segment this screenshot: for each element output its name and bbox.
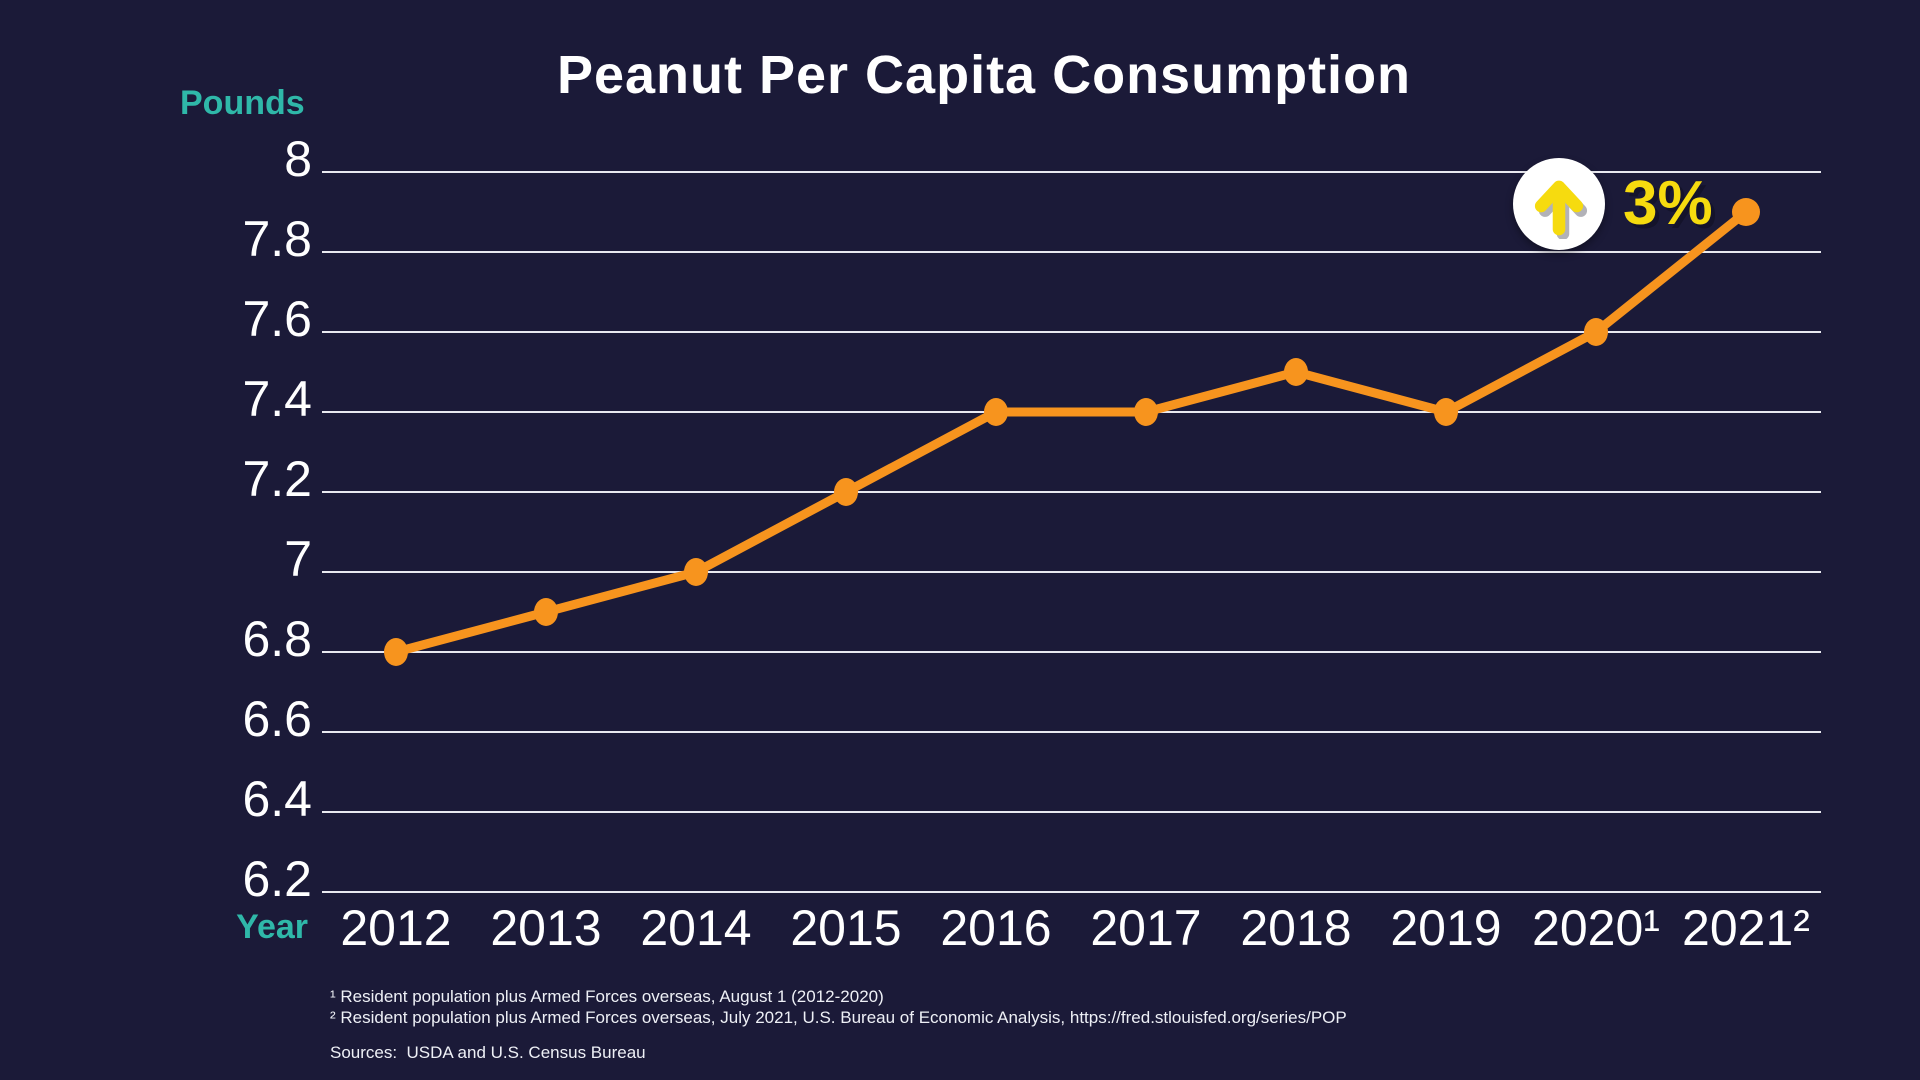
x-tick-label: 2018: [1240, 900, 1351, 956]
y-tick-label: 6.2: [242, 851, 312, 907]
data-point: [1134, 398, 1158, 426]
data-point: [684, 558, 708, 586]
x-tick-label: 2015: [790, 900, 901, 956]
y-tick-label: 7.6: [242, 291, 312, 347]
x-tick-label: 2012: [340, 900, 451, 956]
y-tick-label: 6.6: [242, 691, 312, 747]
x-tick-label: 2016: [940, 900, 1051, 956]
x-tick-label: 2019: [1390, 900, 1501, 956]
y-tick-label: 6.8: [242, 611, 312, 667]
footnote-line: ² Resident population plus Armed Forces …: [330, 1008, 1347, 1027]
x-axis-label: Year: [236, 908, 308, 946]
x-tick-label: 2017: [1090, 900, 1201, 956]
sources-line: Sources: USDA and U.S. Census Bureau: [330, 1043, 646, 1062]
y-axis-label: Pounds: [180, 84, 305, 122]
data-point: [534, 598, 558, 626]
footnotes: ¹ Resident population plus Armed Forces …: [330, 986, 1347, 1028]
trend-value: 3%: [1623, 169, 1713, 238]
data-point: [1584, 318, 1608, 346]
y-tick-label: 6.4: [242, 771, 312, 827]
y-tick-label: 7.4: [242, 371, 312, 427]
x-tick-label: 2014: [640, 900, 751, 956]
data-point: [1732, 198, 1760, 226]
trend-badge: [1513, 158, 1605, 250]
y-tick-label: 7.8: [242, 211, 312, 267]
y-tick-label: 8: [284, 131, 312, 187]
footnote-line: ¹ Resident population plus Armed Forces …: [330, 987, 884, 1006]
x-tick-label: 2020¹: [1532, 900, 1660, 956]
data-point: [384, 638, 408, 666]
data-line: [391, 207, 1751, 657]
x-tick-label: 2021²: [1682, 900, 1810, 956]
x-tick-label: 2013: [490, 900, 601, 956]
data-point: [1284, 358, 1308, 386]
chart-title: Peanut Per Capita Consumption: [556, 45, 1412, 105]
data-point: [1434, 398, 1458, 426]
y-tick-label: 7: [284, 531, 312, 587]
up-arrow-icon: [1534, 180, 1588, 239]
data-point: [984, 398, 1008, 426]
data-point: [834, 478, 858, 506]
y-tick-label: 7.2: [242, 451, 312, 507]
